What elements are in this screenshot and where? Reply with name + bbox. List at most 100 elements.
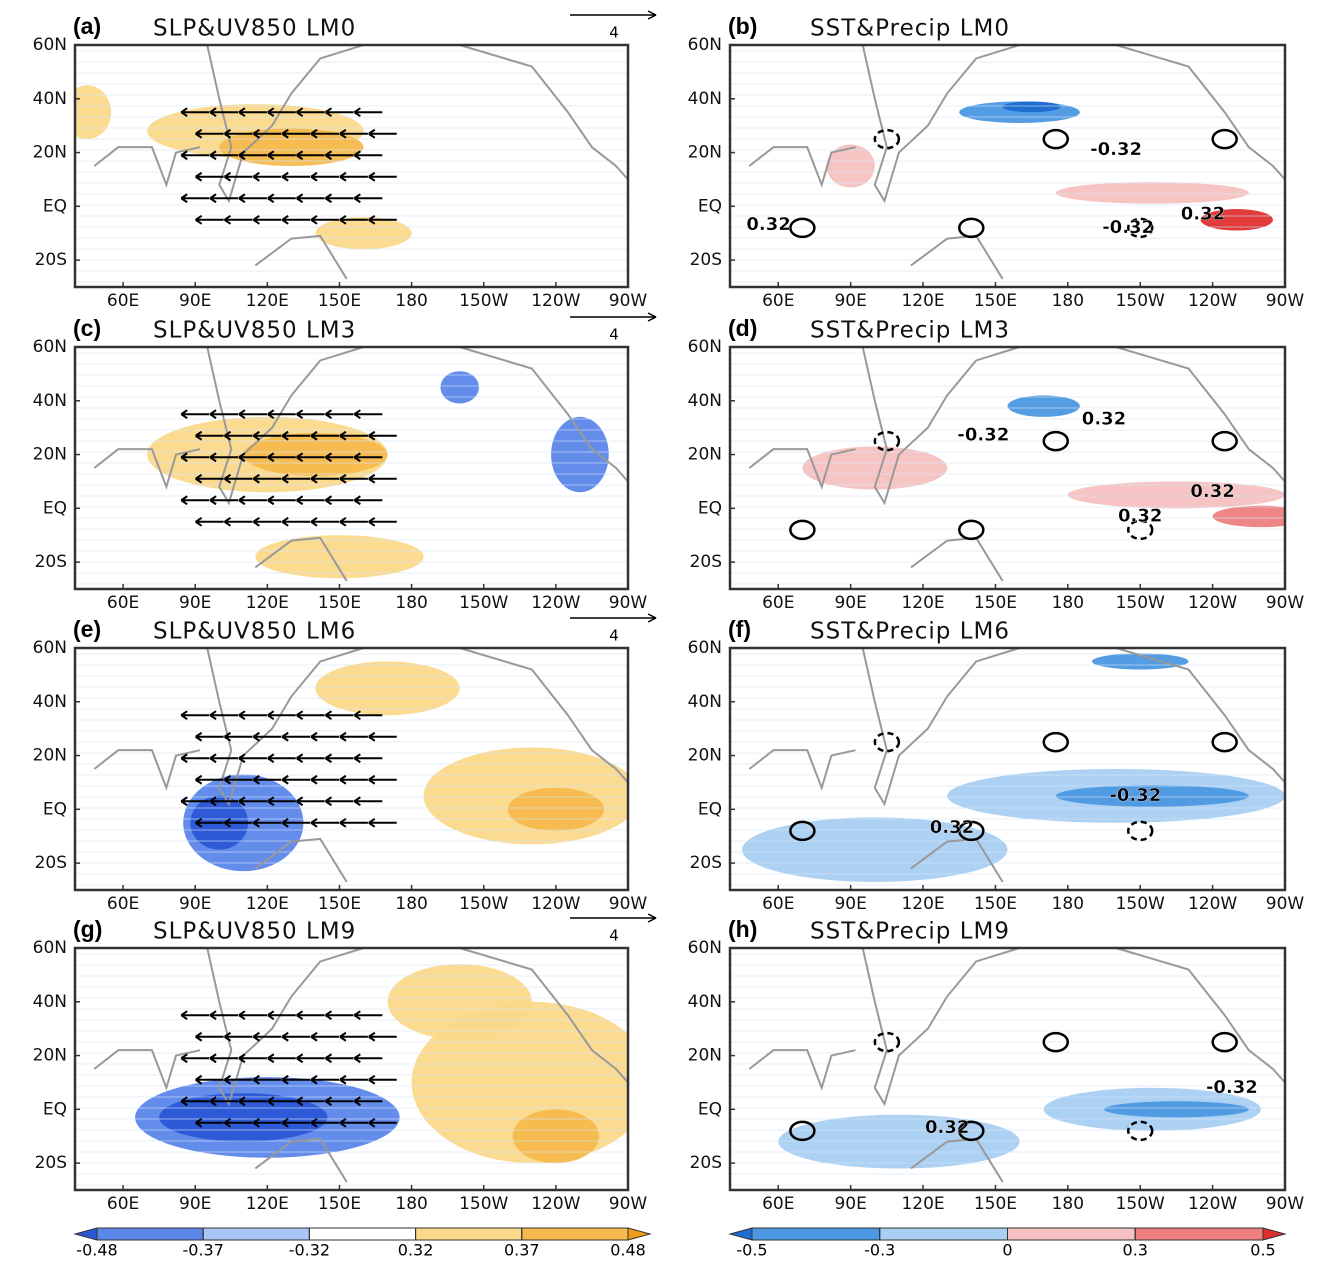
- wind-vector: [180, 1010, 210, 1021]
- map-frame: [728, 43, 1287, 289]
- wind-vector: [252, 1031, 282, 1042]
- x-tick-label: 60E: [107, 894, 139, 914]
- y-tick-label: 20N: [33, 143, 67, 163]
- wind-vector: [238, 107, 267, 118]
- shading: [512, 1109, 600, 1164]
- shading: [1007, 395, 1080, 417]
- y-tick-label: 20N: [33, 746, 67, 766]
- x-tick-label: 90E: [179, 291, 211, 311]
- shading: [1104, 1101, 1249, 1118]
- x-tick-label: 60E: [762, 894, 794, 914]
- x-tick-label: 60E: [762, 291, 794, 311]
- map-panel: 60E 90E 120E 150E 180 150W 120W 90W 60N 40N 20N EQ 2…: [33, 613, 657, 914]
- wind-vector: [238, 150, 267, 161]
- contour: [1126, 1120, 1154, 1142]
- wind-vector: [252, 128, 282, 139]
- contour: [1042, 731, 1070, 753]
- wind-vector: [238, 452, 267, 463]
- x-tick-label: 90W: [609, 291, 648, 311]
- y-tick-label: 60N: [33, 638, 67, 658]
- shading: [255, 535, 424, 579]
- coastline: [459, 45, 628, 181]
- panel-label: (d): [728, 315, 757, 341]
- colorbar-segment: [308, 1227, 417, 1241]
- wind-vector: [296, 107, 325, 118]
- map-area: [730, 948, 1285, 1190]
- map-area: [730, 648, 1285, 890]
- y-tick-label: 40N: [688, 692, 722, 712]
- x-tick-label: 150E: [318, 291, 361, 311]
- wind-vector: [368, 516, 397, 527]
- shading: [315, 217, 412, 250]
- wind-vector: [353, 495, 383, 506]
- x-tick-label: 120E: [901, 593, 944, 613]
- wind-vector: [324, 753, 354, 764]
- contour-label: -0.32: [1109, 785, 1161, 806]
- contour: [789, 217, 816, 239]
- colorbar-segment: [96, 1227, 204, 1241]
- wind-vector: [353, 1053, 383, 1064]
- coastline: [861, 347, 1020, 506]
- contour-label: 0.32: [930, 817, 974, 838]
- colorbar-label: 0.37: [504, 1241, 540, 1259]
- contour: [1211, 430, 1238, 452]
- wind-vector: [238, 1010, 267, 1021]
- coastline: [254, 536, 348, 582]
- contour-label: 0.32: [746, 214, 790, 235]
- colorbar-segment: [1134, 1227, 1264, 1241]
- x-tick-label: 180: [395, 593, 427, 613]
- wind-vector: [209, 409, 239, 420]
- wind-vector: [195, 214, 224, 225]
- x-tick-label: 90W: [1266, 1194, 1305, 1214]
- x-tick-label: 120E: [901, 894, 944, 914]
- contour: [958, 820, 985, 842]
- y-tick-label: 20S: [35, 853, 67, 873]
- wind-vector: [368, 774, 397, 785]
- wind-vector: [267, 753, 296, 764]
- y-tick-label: 20N: [688, 1046, 722, 1066]
- x-tick-label: 150E: [974, 1194, 1017, 1214]
- wind-vector: [310, 516, 340, 527]
- wind-vector: [195, 1031, 224, 1042]
- wind-vector: [223, 731, 253, 742]
- wind-vector: [310, 817, 340, 828]
- shading: [507, 787, 604, 831]
- y-tick-label: 40N: [33, 692, 67, 712]
- y-tick-label: EQ: [43, 196, 67, 216]
- y-tick-label: 20N: [688, 746, 722, 766]
- coastline: [459, 347, 628, 483]
- y-tick-label: 20S: [35, 1153, 67, 1173]
- colorbar-label: -0.5: [736, 1241, 767, 1259]
- contour: [873, 1031, 901, 1053]
- panel-title: SLP&UV850 LM9: [153, 919, 356, 945]
- shading: [551, 416, 609, 493]
- wind-vector: [310, 430, 340, 441]
- colorbar-label: 0: [1002, 1241, 1012, 1259]
- colorbar-segment: [751, 1227, 881, 1241]
- wind-vector: [310, 774, 340, 785]
- wind-vector: [180, 1053, 210, 1064]
- wind-vector: [339, 817, 368, 828]
- y-tick-label: 20S: [690, 552, 722, 572]
- wind-vector: [209, 107, 239, 118]
- coastline: [748, 448, 856, 490]
- wind-vector: [339, 473, 368, 484]
- y-tick-label: 60N: [33, 938, 67, 958]
- shading: [387, 964, 532, 1040]
- contour: [1211, 731, 1238, 753]
- shading: [1067, 481, 1285, 509]
- reference-vector-label: 4: [609, 326, 619, 344]
- coastline: [910, 234, 1004, 280]
- wind-vector: [209, 753, 239, 764]
- contour: [1042, 128, 1070, 150]
- map-frame: [728, 345, 1287, 591]
- panel-label: (b): [728, 13, 757, 39]
- map-frame: [73, 646, 630, 892]
- wind-vector: [238, 495, 267, 506]
- panel-label: (g): [73, 916, 102, 942]
- shading: [1055, 785, 1249, 807]
- y-tick-label: 40N: [33, 89, 67, 109]
- wind-vector: [238, 1053, 267, 1064]
- x-tick-label: 120E: [901, 1194, 944, 1214]
- wind-vector: [267, 150, 296, 161]
